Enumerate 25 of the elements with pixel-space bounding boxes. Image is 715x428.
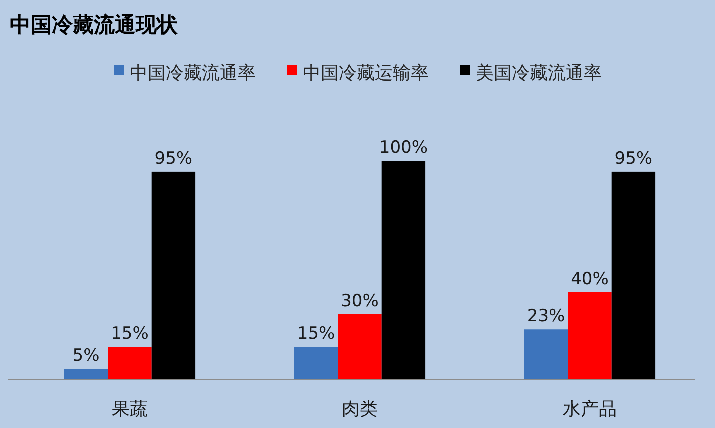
data-label: 15% xyxy=(111,324,149,344)
legend-label: 美国冷藏流通率 xyxy=(476,62,602,84)
data-label: 5% xyxy=(72,346,100,366)
bar xyxy=(612,172,656,380)
legend-label: 中国冷藏流通率 xyxy=(130,62,256,84)
data-label: 40% xyxy=(571,269,609,290)
x-tick-label: 肉类 xyxy=(342,398,378,420)
x-tick-label: 果蔬 xyxy=(112,398,148,420)
bar xyxy=(338,314,382,380)
data-label: 95% xyxy=(614,148,653,169)
bar xyxy=(524,330,568,380)
bar xyxy=(294,347,338,380)
bar xyxy=(108,347,152,380)
data-label: 23% xyxy=(527,306,566,327)
data-label: 95% xyxy=(154,148,193,169)
chart-title: 中国冷藏流通现状 xyxy=(10,12,179,37)
data-label: 30% xyxy=(341,291,379,312)
bar xyxy=(382,161,426,380)
x-tick-label: 水产品 xyxy=(563,398,617,420)
bar xyxy=(64,369,108,380)
bar xyxy=(152,172,196,380)
bar xyxy=(568,292,612,380)
data-label: 100% xyxy=(379,138,428,158)
data-label: 15% xyxy=(297,324,336,344)
legend-label: 中国冷藏运输率 xyxy=(303,62,429,84)
